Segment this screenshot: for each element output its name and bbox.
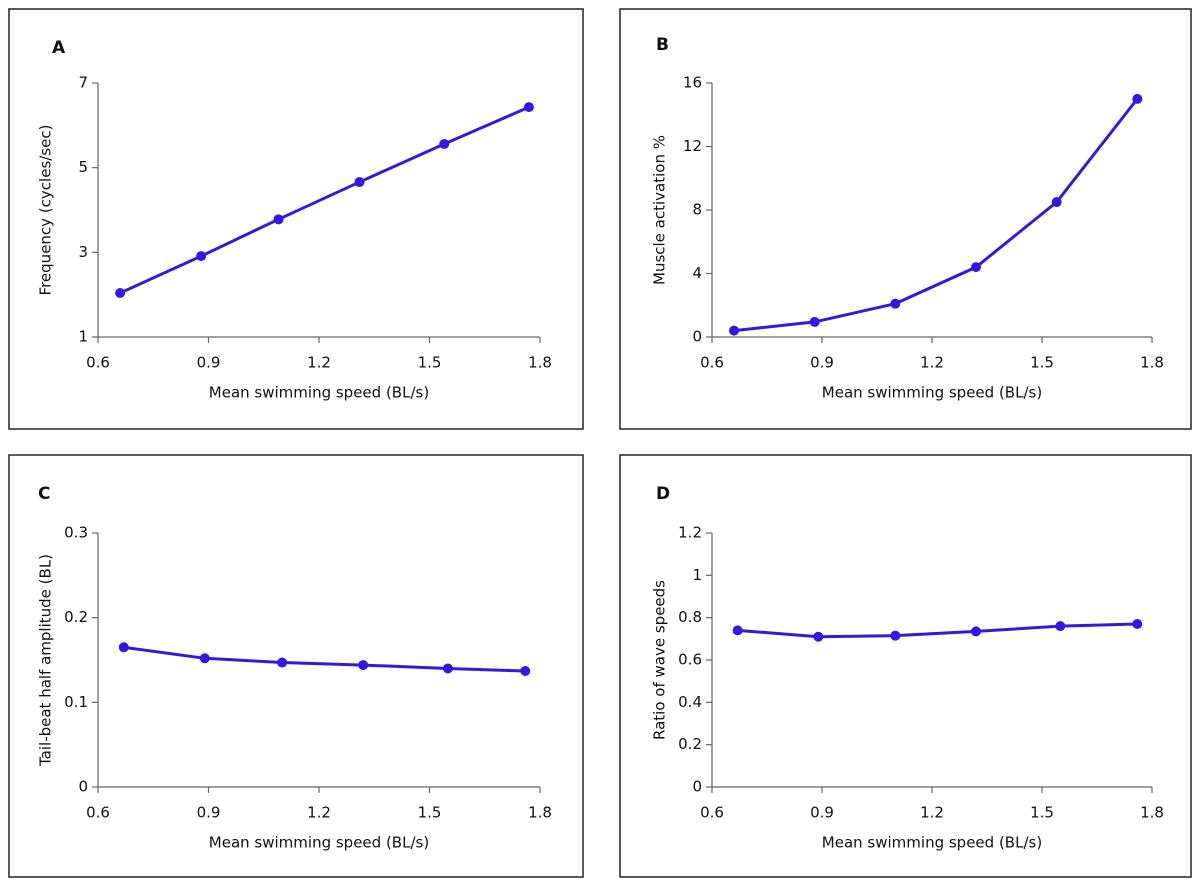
x-tick-label: 1.2 <box>920 354 944 372</box>
y-tick-label: 0.1 <box>64 693 88 711</box>
x-axis-title: Mean swimming speed (BL/s) <box>822 834 1042 852</box>
data-point <box>732 625 743 636</box>
x-tick-label: 1.2 <box>920 804 944 822</box>
y-tick-label: 8 <box>692 201 702 219</box>
data-point <box>439 138 450 149</box>
data-point <box>1132 93 1143 104</box>
x-tick-label: 1.8 <box>1140 354 1164 372</box>
data-point <box>118 642 129 653</box>
data-point <box>1132 619 1143 630</box>
x-tick-label: 0.6 <box>86 804 110 822</box>
y-axis-title: Muscle activation % <box>651 135 669 285</box>
x-tick-label: 1.5 <box>418 804 442 822</box>
data-point <box>1051 197 1062 208</box>
x-tick-label: 1.2 <box>307 354 331 372</box>
x-axis-title: Mean swimming speed (BL/s) <box>209 384 429 402</box>
panel-frame <box>619 8 1192 430</box>
x-tick-label: 0.9 <box>810 804 834 822</box>
y-tick-label: 0.2 <box>678 735 702 753</box>
panel-label: D <box>656 484 670 504</box>
data-line <box>119 105 530 295</box>
data-point <box>199 653 210 664</box>
y-axis-title: Tail-beat half amplitude (BL) <box>37 554 55 767</box>
y-tick-label: 0.6 <box>678 651 702 669</box>
y-tick-label: 1.2 <box>678 524 702 542</box>
data-point <box>358 660 369 671</box>
y-tick-label: 12 <box>683 137 702 155</box>
y-tick-label: 0.4 <box>678 693 702 711</box>
x-tick-label: 1.5 <box>1030 354 1054 372</box>
data-point <box>442 663 453 674</box>
data-line <box>123 645 526 673</box>
data-point <box>1055 621 1066 632</box>
y-axis-title: Ratio of wave speeds <box>651 580 669 740</box>
panel-label: A <box>52 38 66 58</box>
data-point <box>809 316 820 327</box>
y-tick-label: 1 <box>78 328 88 346</box>
data-point <box>277 657 288 668</box>
data-point <box>115 287 126 298</box>
y-tick-label: 0.2 <box>64 608 88 626</box>
x-axis-title: Mean swimming speed (BL/s) <box>209 834 429 852</box>
x-tick-label: 1.2 <box>307 804 331 822</box>
panel-label: B <box>656 35 669 55</box>
x-tick-label: 0.9 <box>197 804 221 822</box>
data-point <box>890 630 901 641</box>
data-point <box>813 631 824 642</box>
y-tick-label: 0.3 <box>64 524 88 542</box>
x-tick-label: 1.5 <box>1030 804 1054 822</box>
y-tick-label: 3 <box>78 243 88 261</box>
y-tick-label: 0 <box>692 778 702 796</box>
data-point <box>890 298 901 309</box>
y-tick-label: 0 <box>78 778 88 796</box>
panel-frame <box>619 454 1192 878</box>
data-point <box>273 214 284 225</box>
data-line <box>733 97 1139 333</box>
x-tick-label: 0.9 <box>197 354 221 372</box>
data-point <box>971 262 981 273</box>
y-tick-label: 0 <box>692 328 702 346</box>
y-tick-label: 7 <box>78 74 88 92</box>
x-tick-label: 1.8 <box>528 354 552 372</box>
x-tick-label: 1.8 <box>528 804 552 822</box>
data-point <box>523 102 534 113</box>
y-axis-title: Frequency (cycles/sec) <box>37 125 55 296</box>
x-tick-label: 1.8 <box>1140 804 1164 822</box>
x-tick-label: 0.6 <box>86 354 110 372</box>
y-tick-label: 0.8 <box>678 608 702 626</box>
x-axis-title: Mean swimming speed (BL/s) <box>822 384 1042 402</box>
y-tick-label: 1 <box>692 566 702 584</box>
y-tick-label: 16 <box>683 74 702 92</box>
panel-frame <box>8 8 584 430</box>
y-tick-label: 5 <box>78 158 88 176</box>
x-tick-label: 1.5 <box>418 354 442 372</box>
panel-frame <box>8 454 584 878</box>
x-tick-label: 0.6 <box>700 354 724 372</box>
data-point <box>520 666 531 677</box>
x-tick-label: 0.9 <box>810 354 834 372</box>
x-tick-label: 0.6 <box>700 804 724 822</box>
data-line <box>737 622 1138 639</box>
data-point <box>729 325 739 336</box>
data-point <box>971 626 981 637</box>
panel-label: C <box>38 484 50 504</box>
data-point <box>196 251 207 262</box>
y-tick-label: 4 <box>692 264 702 282</box>
data-point <box>354 177 365 188</box>
